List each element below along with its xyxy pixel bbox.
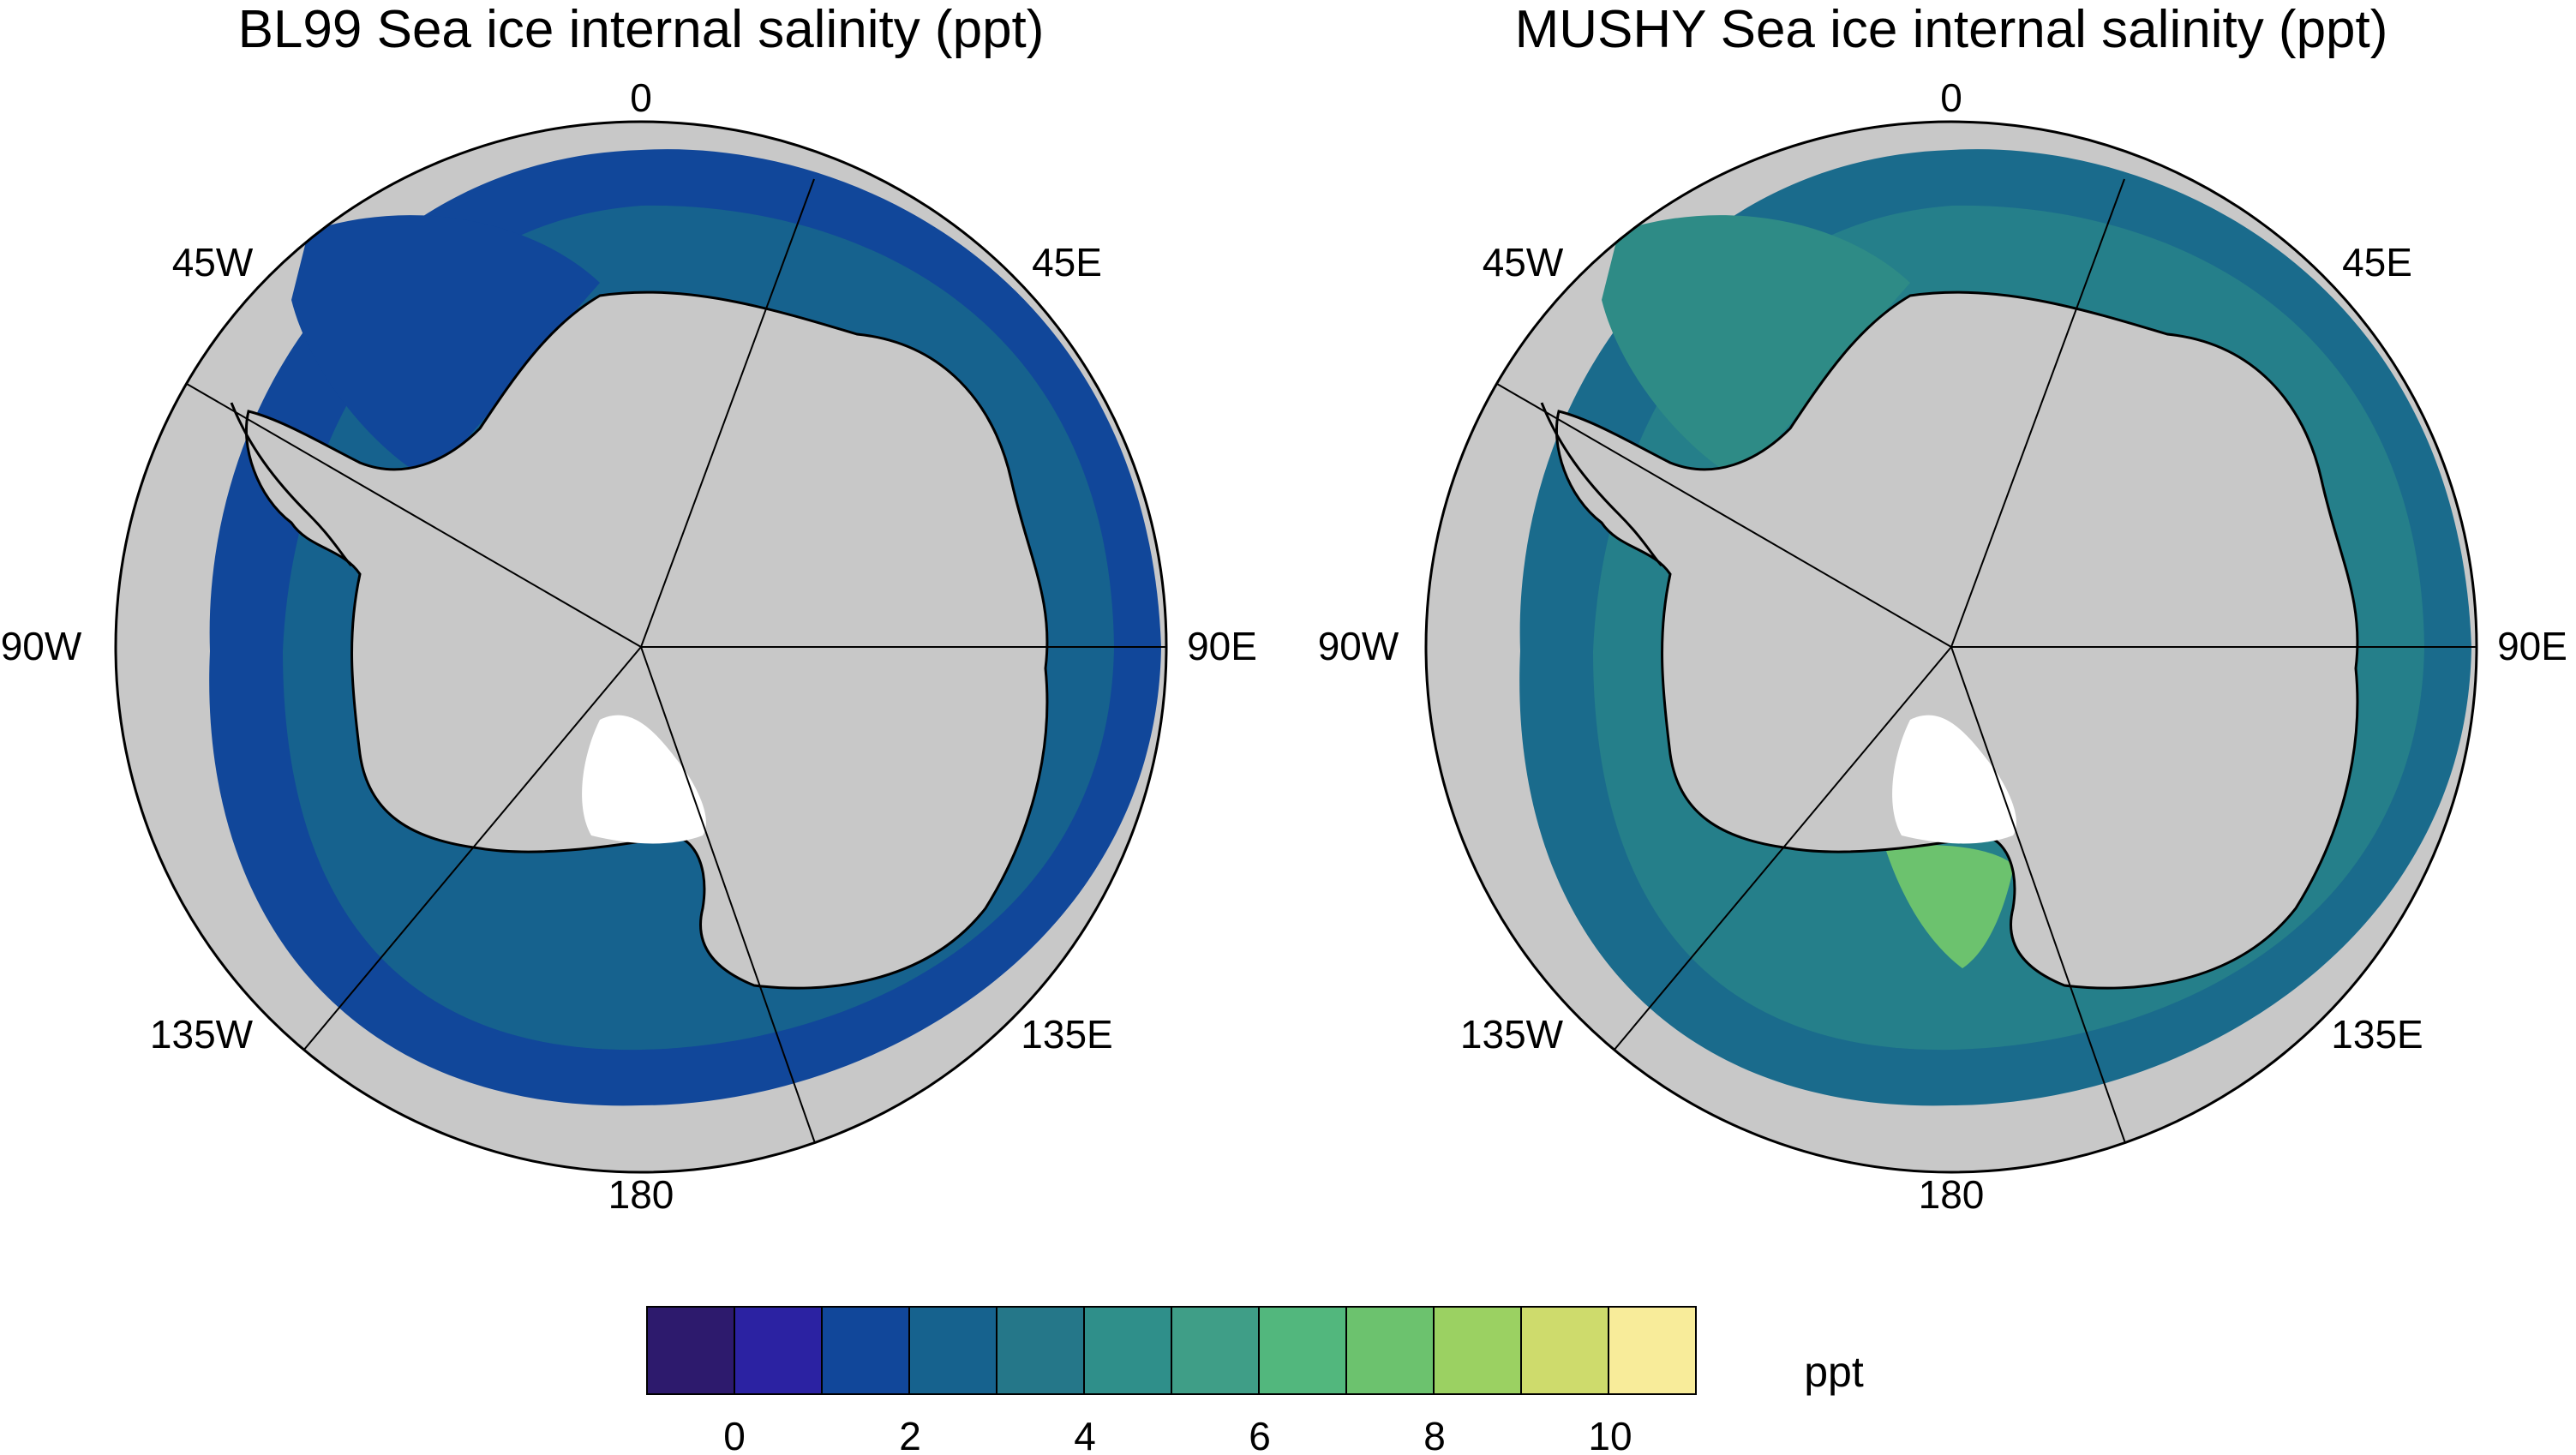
meridian-line: [186, 383, 642, 648]
meridian-line: [640, 178, 815, 648]
colorbar-swatch: [1608, 1306, 1697, 1395]
lon-label-45e: 45E: [2342, 240, 2412, 284]
lon-label-90w: 90W: [1318, 624, 1399, 668]
colorbar-swatch: [908, 1306, 997, 1395]
colorbar-swatch: [1433, 1306, 1522, 1395]
colorbar-swatch: [1258, 1306, 1347, 1395]
lon-label-45w: 45W: [1483, 240, 1564, 284]
lon-label-180: 180: [608, 1172, 674, 1217]
colorbar-tick-label: 10: [1588, 1414, 1632, 1455]
lon-label-180: 180: [1919, 1172, 1985, 1217]
sea-ice-weddell-patch: [291, 215, 600, 481]
lon-label-90e: 90E: [2497, 624, 2567, 668]
colorbar-swatch: [821, 1306, 910, 1395]
meridian-lines: [186, 178, 1166, 1144]
lon-label-90e: 90E: [1187, 624, 1257, 668]
lon-label-135e: 135E: [1021, 1012, 1112, 1057]
sea-ice-ross-high-salinity: [1885, 845, 2014, 968]
peninsula-coast: [1540, 402, 1663, 567]
colorbar: 0 2 4 6 8 10 ppt: [646, 1306, 1864, 1455]
colorbar-swatch: [996, 1306, 1085, 1395]
colorbar-swatch: [1520, 1306, 1609, 1395]
colorbar-tick-label: 2: [899, 1414, 921, 1455]
colorbar-swatch: [1171, 1306, 1260, 1395]
sea-ice-weddell-patch: [1602, 215, 1910, 481]
peninsula-coast: [230, 402, 353, 567]
panel-bl99: BL99 Sea ice internal salinity (ppt) 0 4…: [1, 0, 1257, 1217]
colorbar-swatches: [646, 1306, 1697, 1395]
longitude-labels: 0 45E 90E 135E 180 135W 90W 45W: [1318, 75, 2567, 1217]
meridian-line: [1613, 646, 1952, 1051]
panel-title-mushy: MUSHY Sea ice internal salinity (ppt): [1515, 0, 2388, 59]
panel-mushy: MUSHY Sea ice internal salinity (ppt) 0 …: [1318, 0, 2567, 1217]
colorbar-swatch: [646, 1306, 735, 1395]
colorbar-swatch: [1345, 1306, 1435, 1395]
map-bl99: [116, 122, 1166, 1172]
meridian-lines: [1496, 178, 2477, 1144]
lon-label-45e: 45E: [1032, 240, 1102, 284]
lon-label-90w: 90W: [1, 624, 82, 668]
lon-label-135w: 135W: [1460, 1012, 1564, 1057]
lon-label-135w: 135W: [150, 1012, 254, 1057]
longitude-labels: 0 45E 90E 135E 180 135W 90W 45W: [1, 75, 1257, 1217]
ross-ice-shelf: [1892, 715, 2016, 844]
colorbar-tick-labels: 0 2 4 6 8 10: [723, 1414, 1632, 1455]
map-mushy: [1426, 122, 2477, 1172]
panel-title-bl99: BL99 Sea ice internal salinity (ppt): [238, 0, 1045, 59]
colorbar-swatch: [734, 1306, 823, 1395]
meridian-line: [1950, 178, 2125, 648]
lon-label-0: 0: [1940, 75, 1962, 120]
colorbar-tick-label: 0: [723, 1414, 746, 1455]
lon-label-45w: 45W: [172, 240, 254, 284]
lon-label-0: 0: [630, 75, 652, 120]
meridian-line: [1496, 383, 1952, 648]
meridian-line: [640, 646, 816, 1144]
meridian-line: [1950, 646, 2126, 1144]
colorbar-swatch: [1083, 1306, 1172, 1395]
colorbar-units: ppt: [1804, 1348, 1864, 1396]
ross-ice-shelf: [582, 715, 706, 844]
colorbar-tick-label: 8: [1423, 1414, 1446, 1455]
colorbar-tick-label: 4: [1074, 1414, 1096, 1455]
colorbar-tick-label: 6: [1249, 1414, 1271, 1455]
meridian-line: [303, 646, 642, 1051]
lon-label-135e: 135E: [2331, 1012, 2423, 1057]
